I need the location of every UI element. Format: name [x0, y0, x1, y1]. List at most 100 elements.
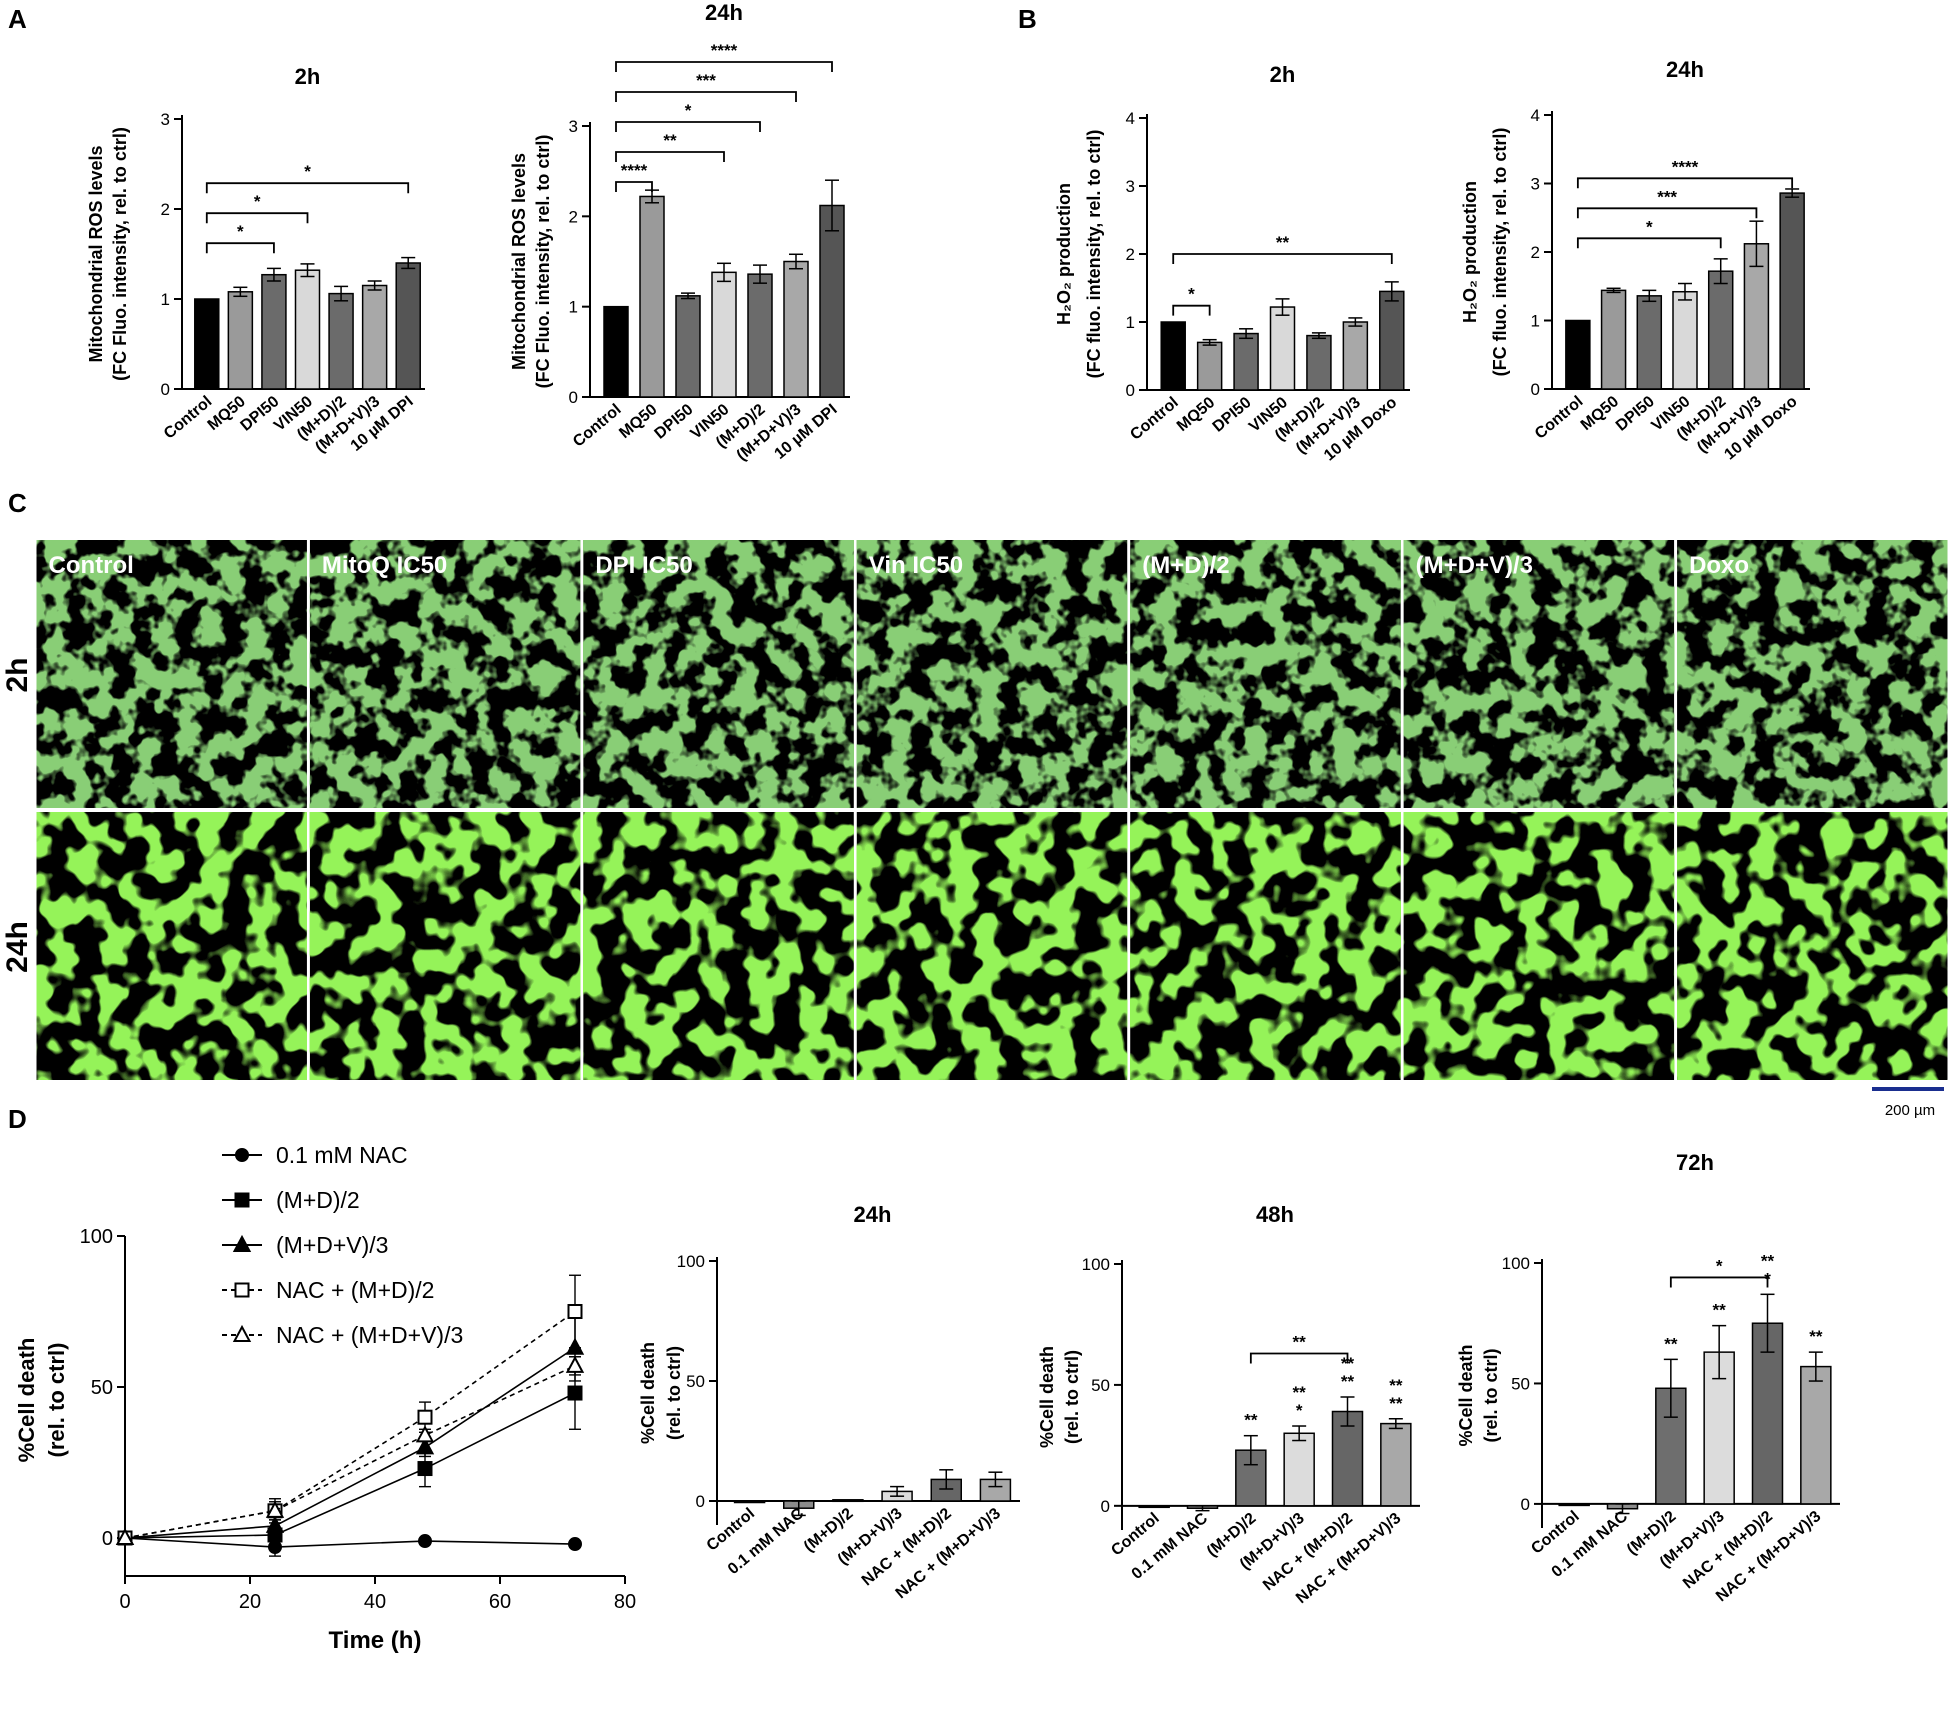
series-line — [124, 1392, 576, 1539]
x-tick-label: MQ50 — [1174, 394, 1218, 435]
y-tick-label: 4 — [1531, 106, 1540, 125]
significance-bracket — [615, 61, 833, 73]
y-axis-label: H₂O₂ production — [1460, 181, 1480, 323]
bar — [361, 284, 388, 390]
y-axis-label: %Cell death — [1037, 1346, 1057, 1448]
chart-title: 48h — [1256, 1202, 1294, 1227]
micrograph-tile: DPI IC50 — [583, 540, 854, 808]
bar — [227, 291, 254, 390]
significance-stars: ** — [1809, 1327, 1823, 1346]
bar — [1235, 1449, 1267, 1507]
bar — [1196, 341, 1223, 391]
x-tick-label: Control — [1532, 393, 1586, 443]
micrograph-cells — [36, 540, 307, 808]
y-tick-label: 1 — [1126, 313, 1135, 332]
bar — [1707, 270, 1734, 390]
x-tick-label: DPI50 — [1210, 394, 1255, 436]
bar — [328, 292, 354, 390]
y-tick-label: 0 — [569, 388, 578, 407]
micrograph-column-label: Vin IC50 — [869, 552, 963, 579]
x-tick-label: DPI50 — [1613, 393, 1658, 435]
y-tick-label: 100 — [80, 1226, 113, 1248]
y-tick-label: 100 — [677, 1252, 705, 1271]
micrograph-tile: (M+D+V)/3 — [1403, 540, 1675, 808]
bracket-label: ** — [663, 131, 677, 150]
panel-letter-d: D — [8, 1104, 27, 1134]
significance-stars: ** — [1341, 1354, 1355, 1373]
significance-stars: ** — [1713, 1301, 1727, 1320]
chart-title: 72h — [1676, 1150, 1714, 1175]
bar — [1779, 192, 1805, 390]
y-tick-label: 0 — [102, 1528, 113, 1550]
chart-title: 24h — [1666, 57, 1704, 82]
micrograph-tile: (M+D)/2 — [1130, 540, 1401, 808]
x-tick-label: Control — [570, 401, 624, 451]
bar — [1743, 243, 1770, 390]
bar — [639, 195, 665, 398]
legend-label: (M+D)/2 — [276, 1187, 360, 1213]
y-tick-label: 0 — [1101, 1497, 1110, 1516]
bar — [603, 305, 629, 398]
data-point — [265, 1515, 285, 1533]
y-tick-label: 2 — [1126, 245, 1135, 264]
panel-letter-c: C — [8, 488, 27, 518]
data-point — [232, 1324, 252, 1342]
significance-bracket — [615, 151, 725, 163]
bracket-label: * — [1716, 1256, 1723, 1275]
significance-stars: ** — [1389, 1394, 1403, 1413]
significance-stars: ** — [1244, 1411, 1258, 1430]
panel-letter-a: A — [8, 4, 27, 34]
bar-chart-a-24h: 24h 0 1 2 3 Mitochondrial ROS levels (FC Fluo.… — [509, 0, 850, 464]
micrograph-tile: MitoQ IC50 — [309, 540, 581, 808]
micrograph-cells — [583, 540, 854, 808]
y-axis-label: Mitochondrial ROS levels — [509, 153, 529, 370]
y-axis-label: Mitochondrial ROS levels — [86, 145, 106, 362]
micrograph-column-label: Control — [49, 552, 134, 579]
bar — [832, 1499, 864, 1503]
x-tick-label: 40 — [364, 1591, 386, 1613]
x-tick-label: Control — [1127, 394, 1181, 444]
series-0: 0.1 mM NAC — [118, 1142, 582, 1557]
bar — [1380, 1422, 1412, 1507]
y-tick-label: 3 — [1531, 175, 1540, 194]
bar — [711, 271, 737, 398]
bracket-label: **** — [1672, 157, 1699, 176]
y-axis-label: (rel. to ctrl) — [1481, 1348, 1501, 1442]
significance-stars: ** — [1664, 1334, 1678, 1353]
significance-bracket — [1172, 304, 1211, 316]
y-axis-label: (rel. to ctrl) — [1062, 1350, 1082, 1444]
y-axis-label: (rel. to ctrl) — [44, 1343, 69, 1458]
series-4: NAC + (M+D+V)/3 — [115, 1322, 585, 1545]
bar — [1636, 295, 1663, 390]
micrograph-tile — [36, 812, 307, 1080]
significance-bracket — [205, 182, 410, 194]
bar-chart-a-2h: 2h 0 1 2 3 Mitochondrial ROS levels (FC Fluo. … — [86, 64, 425, 456]
significance-bracket — [1576, 237, 1722, 249]
micrograph-tile — [1677, 812, 1948, 1080]
panel-letter-b: B — [1018, 4, 1037, 34]
micrograph-cells — [856, 812, 1128, 1080]
data-point — [115, 1527, 135, 1545]
data-point — [415, 1425, 435, 1443]
series-line — [124, 1365, 576, 1539]
x-tick-label: 0 — [119, 1591, 130, 1613]
micrograph-cells — [36, 812, 307, 1080]
bar — [733, 1500, 766, 1504]
bracket-label: * — [685, 101, 692, 120]
y-tick-label: 0 — [1521, 1495, 1530, 1514]
micrograph-cells — [1403, 812, 1675, 1080]
y-axis-label: %Cell death — [638, 1342, 658, 1444]
series-line — [124, 1537, 576, 1548]
y-tick-label: 1 — [1531, 312, 1540, 331]
legend-label: NAC + (M+D)/2 — [276, 1277, 434, 1303]
significance-stars: ** — [1389, 1376, 1403, 1395]
y-axis-label: (rel. to ctrl) — [664, 1346, 684, 1440]
microscopy-grid: 2h Control MitoQ IC50 DPI IC50 Vin IC50 (M+D)… — [1, 538, 1949, 1084]
series-line — [124, 1347, 576, 1539]
x-tick-label: MQ50 — [616, 401, 660, 442]
bar — [1283, 1432, 1315, 1507]
y-axis-label: %Cell death — [1456, 1344, 1476, 1446]
data-point — [232, 1234, 252, 1252]
data-point — [567, 1304, 583, 1319]
